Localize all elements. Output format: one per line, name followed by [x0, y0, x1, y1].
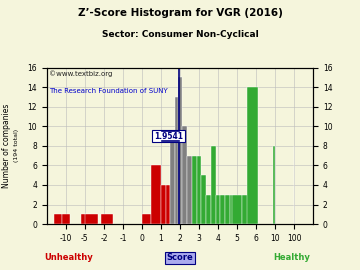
Bar — [81, 214, 91, 224]
Bar — [192, 156, 197, 224]
Bar — [197, 156, 201, 224]
Bar — [225, 195, 230, 224]
Bar — [152, 165, 161, 224]
Bar — [177, 77, 183, 224]
Bar — [166, 185, 171, 224]
Text: Score: Score — [167, 253, 193, 262]
Bar — [171, 136, 175, 224]
Bar — [187, 156, 192, 224]
Text: Sector: Consumer Non-Cyclical: Sector: Consumer Non-Cyclical — [102, 30, 258, 39]
Bar — [161, 185, 166, 224]
Bar — [220, 195, 225, 224]
Text: Number of companies: Number of companies — [2, 104, 11, 188]
Bar — [54, 214, 62, 224]
Bar — [142, 214, 152, 224]
Bar — [175, 97, 180, 224]
Bar — [211, 146, 216, 224]
Text: (194 total): (194 total) — [14, 129, 19, 162]
Bar — [183, 126, 187, 224]
Bar — [232, 195, 242, 224]
Bar — [230, 195, 235, 224]
Bar — [242, 195, 251, 224]
Bar — [247, 87, 258, 224]
Text: Unhealthy: Unhealthy — [44, 253, 93, 262]
Bar — [206, 195, 211, 224]
Bar — [101, 214, 113, 224]
Bar — [85, 214, 98, 224]
Text: Healthy: Healthy — [273, 253, 310, 262]
Bar — [273, 146, 275, 224]
Text: The Research Foundation of SUNY: The Research Foundation of SUNY — [49, 88, 168, 94]
Bar — [201, 175, 206, 224]
Bar — [216, 195, 220, 224]
Text: Z’-Score Histogram for VGR (2016): Z’-Score Histogram for VGR (2016) — [77, 8, 283, 18]
Text: ©www.textbiz.org: ©www.textbiz.org — [49, 71, 113, 77]
Bar — [62, 214, 69, 224]
Text: 1.9541: 1.9541 — [154, 131, 183, 140]
